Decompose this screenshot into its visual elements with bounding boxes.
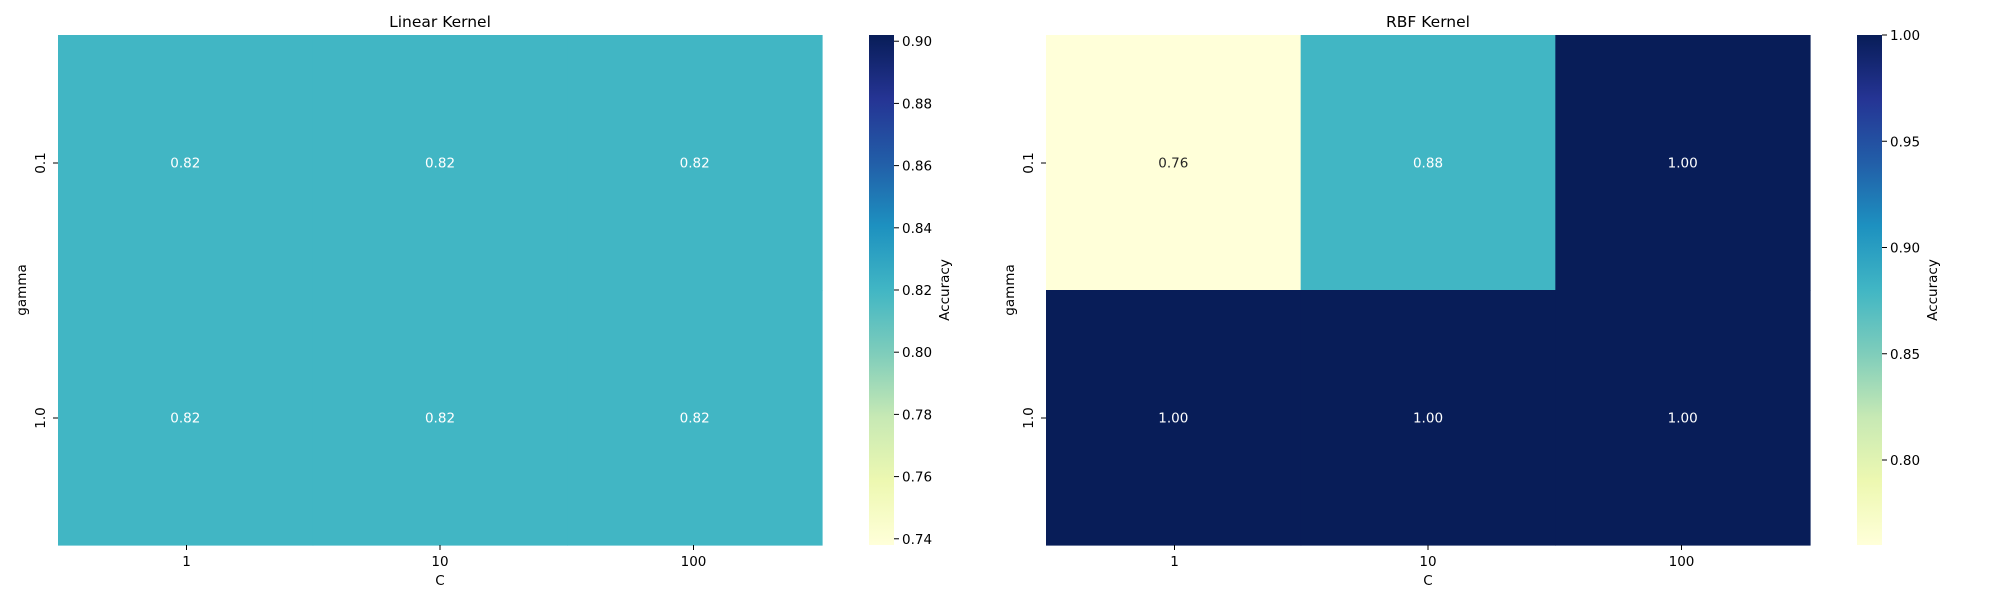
colorbar-tick-label: 0.74 [902,532,932,548]
colorbar-ticks: 0.80 0.85 0.90 0.95 1.00 [1882,28,1920,469]
x-tick-label: 100 [681,554,707,570]
heatmap-cell [312,35,568,291]
cell-value-label: 0.82 [680,156,710,172]
colorbar-tick-label: 0.90 [902,34,932,50]
heatmap-cell [1046,290,1302,546]
heatmap-cell [1300,290,1556,546]
x-tick-label: 1 [1170,554,1179,570]
x-tick-label: 100 [1669,554,1695,570]
cell-value-label: 0.82 [680,411,710,427]
y-tick-label: 1.0 [1021,407,1037,428]
heatmap-cell [567,35,823,291]
cell-value-label: 0.82 [170,156,200,172]
cell-value-label: 1.00 [1413,411,1443,427]
heatmap-cell [312,290,568,546]
cell-value-label: 0.82 [170,411,200,427]
heatmap-panel-rbf: RBF Kernel 0.76 0.88 1.00 1.00 1.00 1.00 1 10… [1002,13,1941,589]
chart-title: RBF Kernel [1386,13,1470,31]
y-tick-label: 1.0 [33,407,49,428]
heatmap-cell [58,290,314,546]
colorbar-tick-label: 0.78 [902,407,932,423]
y-axis: 0.1 1.0 gamma [14,152,58,429]
colorbar-tick-label: 0.86 [902,159,932,175]
heatmap-cell [1046,35,1302,291]
heatmap-cell [1555,35,1811,291]
colorbar-tick-label: 1.00 [1890,28,1920,44]
cell-value-label: 0.82 [425,411,455,427]
x-axis-label: C [1423,573,1432,589]
y-axis: 0.1 1.0 gamma [1002,152,1046,429]
colorbar-tick-label: 0.82 [902,283,932,299]
colorbar: 0.74 0.76 0.78 0.80 0.82 0.84 0.86 0.88 0.90 Acc… [869,34,953,548]
x-tick-label: 1 [182,554,191,570]
colorbar-tick-label: 0.95 [1890,134,1920,150]
cell-value-label: 1.00 [1668,411,1698,427]
x-axis: 1 10 100 C [182,545,706,589]
colorbar: 0.80 0.85 0.90 0.95 1.00 Accuracy [1857,28,1941,545]
colorbar-tick-label: 0.84 [902,221,932,237]
x-axis-label: C [435,573,444,589]
heatmap-cell [1555,290,1811,546]
colorbar-ticks: 0.74 0.76 0.78 0.80 0.82 0.84 0.86 0.88 0.90 [894,34,932,548]
x-axis: 1 10 100 C [1170,545,1694,589]
colorbar-gradient [1857,35,1882,545]
y-tick-label: 0.1 [33,152,49,173]
cell-value-label: 0.88 [1413,156,1443,172]
cell-value-label: 1.00 [1668,156,1698,172]
y-axis-label: gamma [1002,264,1018,315]
y-axis-label: gamma [14,264,30,315]
y-tick-label: 0.1 [1021,152,1037,173]
x-tick-label: 10 [1419,554,1436,570]
colorbar-label: Accuracy [1925,259,1941,321]
colorbar-gradient [869,35,894,545]
colorbar-tick-label: 0.88 [902,96,932,112]
colorbar-tick-label: 0.85 [1890,347,1920,363]
chart-title: Linear Kernel [389,13,491,31]
heatmap-cell [58,35,314,291]
heatmap-cell [1300,35,1556,291]
cell-value-label: 1.00 [1158,411,1188,427]
cell-value-label: 0.82 [425,156,455,172]
colorbar-tick-label: 0.76 [902,470,932,486]
colorbar-label: Accuracy [937,259,953,321]
heatmap-panel-linear: Linear Kernel 0.82 0.82 0.82 0.82 0.82 0.82 1… [14,13,953,589]
colorbar-tick-label: 0.80 [1890,453,1920,469]
heatmap-cell [567,290,823,546]
heatmap-cells: 0.76 0.88 1.00 1.00 1.00 1.00 [1046,35,1811,546]
colorbar-tick-label: 0.80 [902,345,932,361]
x-tick-label: 10 [431,554,448,570]
heatmap-cells: 0.82 0.82 0.82 0.82 0.82 0.82 [58,35,823,546]
colorbar-tick-label: 0.90 [1890,241,1920,257]
cell-value-label: 0.76 [1158,156,1188,172]
